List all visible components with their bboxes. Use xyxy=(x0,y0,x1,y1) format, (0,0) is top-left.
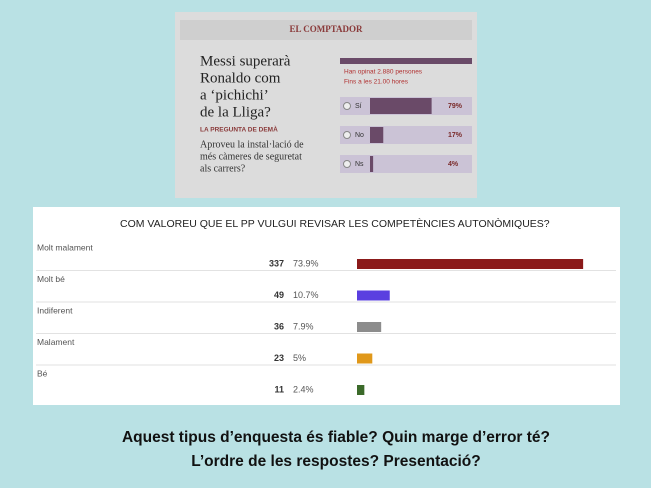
value-label: 17% xyxy=(448,132,463,139)
radio xyxy=(344,161,351,168)
notes-band xyxy=(340,58,472,64)
next-question-line: als carrers? xyxy=(200,163,246,174)
option-label: Bé xyxy=(37,368,48,378)
caption-line: Aquest tipus d’enquesta és fiable? Quin … xyxy=(122,429,550,446)
value-label: 5% xyxy=(293,353,306,363)
slide: EL COMPTADOR Messi superarà Ronaldo com … xyxy=(0,0,651,488)
bar xyxy=(370,156,373,172)
radio xyxy=(344,103,351,110)
value-label: 79% xyxy=(448,103,463,110)
radio xyxy=(344,132,351,139)
value-label: 4% xyxy=(448,161,459,168)
clipping-header: EL COMPTADOR xyxy=(289,24,363,34)
option-label: Sí xyxy=(355,103,362,110)
option-label: Molt bé xyxy=(37,274,65,284)
bar xyxy=(357,354,372,364)
count: 337 xyxy=(269,258,284,268)
question-line: a ‘pichichi’ xyxy=(200,87,269,103)
count: 23 xyxy=(274,353,284,363)
option-label: Ns xyxy=(355,161,364,168)
bar xyxy=(357,259,583,269)
next-label: LA PREGUNTA DE DEMÀ xyxy=(200,125,278,134)
count: 49 xyxy=(274,290,284,300)
value-label: 73.9% xyxy=(293,258,319,268)
votes-note: Han opinat 2.880 persones xyxy=(344,69,423,76)
question-line: Messi superarà xyxy=(200,53,291,69)
time-note: Fins a les 21.00 hores xyxy=(344,79,409,86)
bar xyxy=(357,322,381,332)
next-question-line: Aproveu la instal·lació de xyxy=(200,139,304,150)
option-label: Indiferent xyxy=(37,305,73,315)
bar xyxy=(357,291,390,301)
option-label: Molt malament xyxy=(37,242,93,252)
caption-line: L’ordre de les respostes? Presentació? xyxy=(191,453,480,470)
next-question-line: més càmeres de seguretat xyxy=(200,151,302,162)
value-label: 10.7% xyxy=(293,290,319,300)
option-label: No xyxy=(355,132,364,139)
poll-panel xyxy=(33,207,620,405)
option-label: Malament xyxy=(37,337,75,347)
bar xyxy=(357,385,364,395)
bar xyxy=(370,127,383,143)
question-line: Ronaldo com xyxy=(200,70,281,86)
value-label: 2.4% xyxy=(293,384,314,394)
value-label: 7.9% xyxy=(293,321,314,331)
bar xyxy=(370,98,432,114)
poll-title: COM VALOREU QUE EL PP VULGUI REVISAR LES… xyxy=(120,217,550,230)
count: 36 xyxy=(274,321,284,331)
count: 11 xyxy=(274,384,284,394)
question-line: de la Lliga? xyxy=(200,104,271,120)
